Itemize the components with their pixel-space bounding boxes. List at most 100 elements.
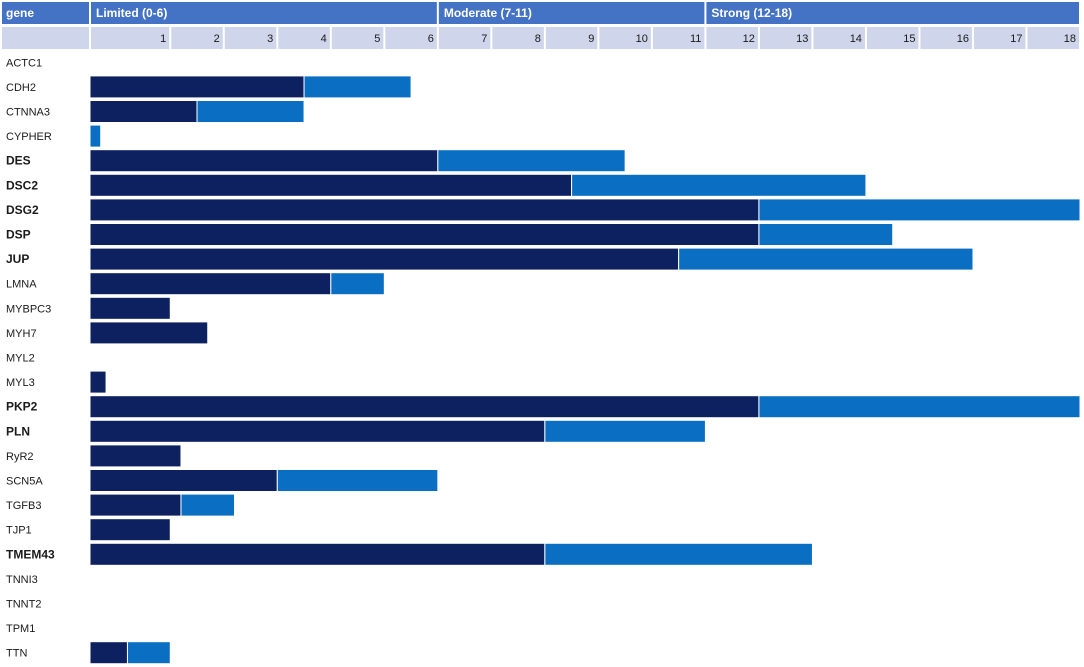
x-tick-label-6: 6 — [428, 33, 434, 45]
tick-cell-15 — [866, 27, 919, 49]
header-gene-label: gene — [6, 6, 34, 20]
x-tick-label-9: 9 — [588, 33, 594, 45]
gene-label-TNNT2: TNNT2 — [6, 599, 41, 611]
header-band-2 — [438, 2, 705, 24]
gene-label-DES: DES — [6, 154, 31, 168]
x-tick-label-1: 1 — [160, 33, 166, 45]
bar-CDH2-s2 — [303, 75, 412, 99]
tick-cell-6 — [385, 27, 437, 49]
bar-CTNNA3-s1 — [89, 100, 198, 123]
gene-label-MYH7: MYH7 — [6, 328, 37, 340]
gene-label-DSC2: DSC2 — [6, 178, 38, 192]
bar-DSG2-s2 — [758, 198, 1081, 222]
bar-DSC2-s2 — [571, 173, 867, 197]
header-band-label-2: Moderate (7-11) — [444, 6, 532, 20]
bar-PLN-s1 — [89, 419, 546, 443]
gene-label-CTNNA3: CTNNA3 — [6, 107, 50, 119]
tick-cell-1 — [91, 27, 170, 49]
tick-cell-12 — [706, 27, 758, 49]
bar-CDH2-s1 — [89, 75, 305, 99]
bar-MYL3-s1 — [89, 370, 107, 394]
header-band-label-1: Limited (0-6) — [96, 6, 167, 20]
gene-label-MYL2: MYL2 — [6, 353, 35, 365]
bar-PLN-s2 — [544, 419, 706, 443]
gene-label-DSP: DSP — [6, 228, 31, 242]
bar-DSG2-s1 — [89, 198, 760, 222]
x-tick-label-4: 4 — [321, 33, 327, 45]
x-tick-label-2: 2 — [214, 33, 220, 45]
gene-label-CDH2: CDH2 — [6, 82, 36, 94]
tick-cell-4 — [278, 27, 330, 49]
gene-label-PKP2: PKP2 — [6, 400, 38, 414]
tick-cell-17 — [973, 27, 1026, 49]
bar-JUP-s2 — [678, 247, 974, 271]
tick-cell-16 — [920, 27, 972, 49]
tick-cell-5 — [331, 27, 384, 49]
gene-label-TTN: TTN — [6, 648, 27, 660]
gene-label-MYL3: MYL3 — [6, 377, 35, 389]
tick-cell-2 — [171, 27, 223, 49]
bar-TTN-s2 — [126, 641, 171, 665]
x-tick-label-10: 10 — [636, 33, 648, 45]
tick-cell-3 — [224, 27, 277, 49]
x-tick-label-8: 8 — [535, 33, 541, 45]
bar-JUP-s1 — [89, 247, 680, 271]
bar-DSC2-s1 — [89, 173, 573, 197]
tick-cell-10 — [599, 27, 651, 49]
gene-label-MYBPC3: MYBPC3 — [6, 303, 51, 315]
bar-CYPHER-s2 — [89, 124, 102, 148]
header-band-3 — [706, 2, 1079, 24]
bar-RyR2-s1 — [89, 444, 182, 468]
bar-PKP2-s2 — [758, 395, 1081, 419]
bar-TTN-s1 — [89, 641, 128, 665]
header-gene-cell — [2, 2, 89, 24]
bar-DES-s1 — [89, 149, 439, 173]
gene-label-RyR2: RyR2 — [6, 451, 34, 463]
x-tick-label-7: 7 — [481, 33, 487, 45]
tick-cell-11 — [652, 27, 705, 49]
bar-MYBPC3-s1 — [89, 296, 171, 320]
bar-LMNA-s2 — [330, 272, 385, 296]
bar-DSP-s1 — [89, 223, 760, 246]
bar-PKP2-s1 — [89, 395, 760, 419]
tick-cell-7 — [438, 27, 491, 49]
gene-label-TPM1: TPM1 — [6, 623, 35, 635]
gene-label-JUP: JUP — [6, 252, 29, 266]
bar-TJP1-s1 — [89, 518, 171, 542]
header-band-label-3: Strong (12-18) — [711, 6, 792, 20]
x-tick-label-14: 14 — [850, 33, 862, 45]
x-tick-label-17: 17 — [1010, 33, 1022, 45]
gene-label-CYPHER: CYPHER — [6, 131, 52, 143]
gene-label-DSG2: DSG2 — [6, 203, 39, 217]
gene-label-TMEM43: TMEM43 — [6, 547, 55, 561]
bar-DSP-s2 — [758, 223, 894, 246]
gene-label-TGFB3: TGFB3 — [6, 500, 41, 512]
gene-label-ACTC1: ACTC1 — [6, 57, 42, 69]
tick-cell-8 — [492, 27, 544, 49]
gene-label-TJP1: TJP1 — [6, 525, 32, 537]
header-band-1 — [91, 2, 437, 24]
x-tick-label-5: 5 — [374, 33, 380, 45]
tick-cell-14 — [813, 27, 865, 49]
bar-SCN5A-s2 — [276, 469, 439, 492]
x-tick-label-3: 3 — [267, 33, 273, 45]
x-tick-label-13: 13 — [796, 33, 808, 45]
tick-cell-18 — [1027, 27, 1079, 49]
bar-SCN5A-s1 — [89, 469, 278, 492]
tick-cell-13 — [759, 27, 812, 49]
bar-TMEM43-s2 — [544, 542, 813, 566]
x-tick-label-16: 16 — [957, 33, 969, 45]
x-tick-label-18: 18 — [1064, 33, 1076, 45]
bar-LMNA-s1 — [89, 272, 332, 296]
bar-MYH7-s1 — [89, 321, 209, 345]
bar-CTNNA3-s2 — [196, 100, 305, 123]
gene-label-LMNA: LMNA — [6, 279, 37, 291]
gene-label-PLN: PLN — [6, 424, 30, 438]
gene-label-SCN5A: SCN5A — [6, 476, 43, 488]
bar-TMEM43-s1 — [89, 542, 546, 566]
gene-label-TNNI3: TNNI3 — [6, 574, 38, 586]
tick-cell-9 — [545, 27, 598, 49]
x-tick-label-12: 12 — [743, 33, 755, 45]
bar-TGFB3-s2 — [180, 493, 235, 517]
